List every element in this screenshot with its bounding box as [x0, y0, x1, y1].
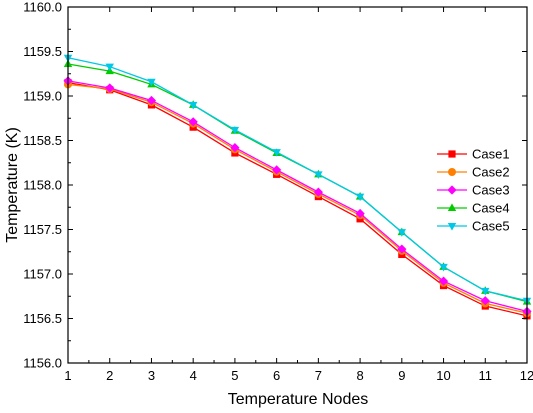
- data-point-case3: [188, 117, 198, 127]
- x-tick-label: 4: [190, 368, 197, 383]
- plot-area: [63, 54, 532, 320]
- y-tick-label: 1160.0: [23, 0, 62, 15]
- y-tick-label: 1158.5: [23, 133, 62, 148]
- x-axis-title: Temperature Nodes: [228, 391, 369, 408]
- y-tick-label: 1159.0: [23, 89, 62, 104]
- legend-marker: [448, 150, 456, 158]
- axes: 1 2 3 4 5 6 7 8 9 10 11 121156.01156.51157.01157.51…: [23, 0, 533, 383]
- legend-label: Case3: [472, 183, 510, 198]
- legend-item-case3: Case3: [437, 183, 510, 198]
- x-tick-label: 3: [148, 368, 155, 383]
- legend-marker: [447, 223, 457, 231]
- data-point-case3: [146, 95, 157, 106]
- data-point-case5: [105, 63, 114, 72]
- data-point-case3: [313, 187, 323, 197]
- data-point-case3: [105, 83, 115, 93]
- series-case2: [64, 80, 531, 318]
- legend-marker: [448, 168, 456, 176]
- legend-label: Case1: [472, 147, 510, 162]
- data-point-case5: [272, 149, 281, 157]
- data-point-case5: [314, 171, 323, 179]
- x-tick-label: 5: [231, 368, 238, 383]
- data-point-case5: [355, 193, 365, 202]
- x-tick-label: 11: [479, 368, 493, 383]
- legend-label: Case4: [472, 201, 510, 216]
- legend-item-case5: Case5: [437, 219, 510, 234]
- x-tick-label: 6: [273, 368, 280, 383]
- y-tick-label: 1156.0: [23, 356, 62, 371]
- data-point-case5: [147, 78, 156, 87]
- series-line-case3: [67, 80, 528, 313]
- data-point-case3: [272, 165, 282, 175]
- series-line-case2: [67, 83, 528, 314]
- series-case3: [63, 76, 532, 316]
- y-tick-label: 1158.0: [23, 178, 62, 193]
- x-tick-label: 7: [315, 368, 322, 383]
- x-tick-label: 8: [356, 368, 363, 383]
- legend-marker: [447, 185, 457, 195]
- x-tick-label: 10: [436, 368, 450, 383]
- series-case5: [63, 54, 532, 306]
- legend-label: Case2: [472, 165, 510, 180]
- legend-item-case1: Case1: [437, 147, 510, 162]
- data-point-case3: [355, 208, 365, 219]
- x-tick-label: 12: [520, 368, 533, 383]
- series-line-case5: [67, 57, 528, 302]
- y-tick-label: 1157.5: [23, 222, 62, 237]
- y-tick-label: 1156.5: [23, 311, 62, 326]
- legend-label: Case5: [472, 219, 510, 234]
- data-point-case5: [481, 287, 490, 296]
- x-tick-label: 1: [64, 368, 71, 383]
- x-tick-label: 2: [106, 368, 113, 383]
- data-point-case5: [230, 126, 240, 135]
- data-point-case3: [480, 296, 490, 306]
- series-case1: [64, 79, 531, 320]
- data-point-case3: [230, 143, 240, 153]
- legend-item-case2: Case2: [437, 165, 510, 180]
- y-tick-label: 1157.0: [23, 267, 62, 282]
- y-tick-label: 1159.5: [23, 44, 62, 59]
- legend: Case1 Case2 Case3 Case4 Case5: [437, 147, 510, 234]
- x-tick-label: 9: [398, 368, 405, 383]
- legend-item-case4: Case4: [437, 201, 510, 216]
- data-point-case3: [397, 244, 407, 254]
- data-point-case5: [439, 263, 448, 272]
- legend-marker: [447, 203, 457, 211]
- y-axis-title: Temperature (K): [4, 127, 21, 243]
- data-point-case5: [188, 101, 198, 110]
- data-point-case3: [438, 276, 449, 286]
- data-point-case5: [397, 229, 407, 237]
- series-line-case1: [67, 82, 528, 317]
